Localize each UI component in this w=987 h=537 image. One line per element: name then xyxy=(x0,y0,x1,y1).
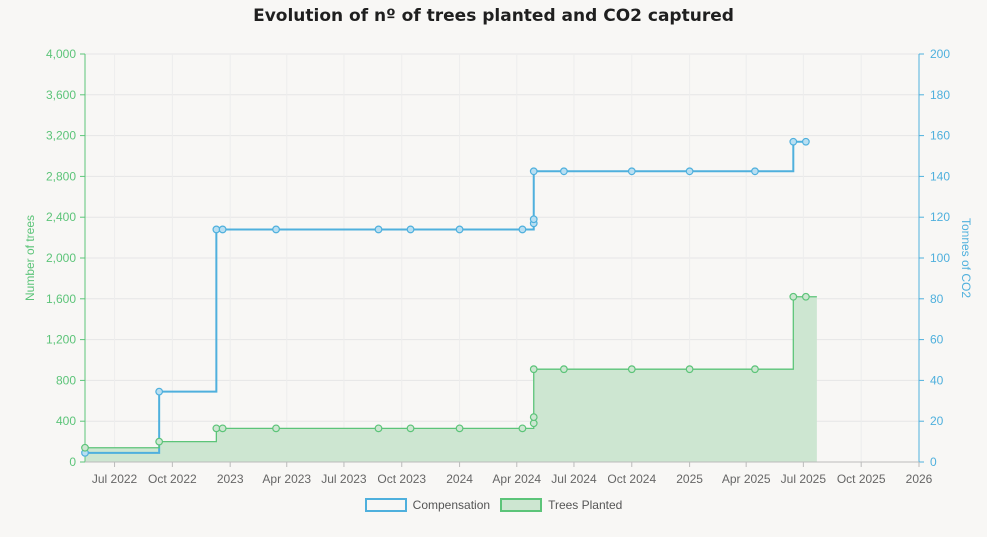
y-right-tick-label: 60 xyxy=(930,333,944,347)
compensation-line xyxy=(85,140,806,454)
compensation-point xyxy=(529,167,538,176)
y-left-tick-label: 3,200 xyxy=(46,129,76,143)
trees-planted-point xyxy=(801,292,810,301)
trees-planted-point xyxy=(529,413,538,422)
y-right-tick-label: 0 xyxy=(930,455,937,469)
trees-area xyxy=(85,296,817,462)
legend-item-compensation[interactable]: Compensation xyxy=(364,498,491,512)
compensation-point xyxy=(801,137,810,146)
y-left-tick-label: 1,200 xyxy=(46,333,76,347)
trees-planted-point xyxy=(212,424,221,433)
trees-planted-point xyxy=(155,437,164,446)
x-tick-label: Jul 2023 xyxy=(321,472,367,486)
trees-planted-point xyxy=(560,365,568,374)
y-left-tick-label: 2,800 xyxy=(46,169,76,183)
x-tick-label: 2026 xyxy=(906,472,933,486)
compensation-point xyxy=(751,167,759,176)
axes xyxy=(80,53,924,467)
chart-title: Evolution of nº of trees planted and CO2… xyxy=(253,6,734,26)
y-right-tick-label: 100 xyxy=(930,251,950,265)
y-right-tick-label: 40 xyxy=(930,373,944,387)
trees-planted-point xyxy=(627,365,636,374)
x-tick-label: Jul 2024 xyxy=(551,472,597,486)
compensation-point xyxy=(218,225,227,234)
legend-item-trees-planted[interactable]: Trees Planted xyxy=(500,498,622,512)
legend-label-trees-planted: Trees Planted xyxy=(548,498,623,512)
y-left-tick-label: 4,000 xyxy=(46,47,76,61)
trees-planted-point xyxy=(272,424,280,433)
compensation-point xyxy=(529,215,538,224)
compensation-point xyxy=(406,225,415,234)
trees-planted-point xyxy=(529,365,538,374)
y-right-tick-label: 200 xyxy=(930,47,950,61)
compensation-point xyxy=(155,387,164,396)
x-tick-label: 2025 xyxy=(676,472,703,486)
y-left-tick-label: 1,600 xyxy=(46,292,76,306)
y-left-axis-title: Number of trees xyxy=(23,215,37,301)
x-tick-label: Oct 2025 xyxy=(837,472,886,486)
trees-planted-point xyxy=(374,424,383,433)
x-tick-label: Apr 2024 xyxy=(492,472,541,486)
compensation-point xyxy=(789,137,798,146)
trees-planted-point xyxy=(751,365,759,374)
compensation-point xyxy=(627,167,636,176)
x-tick-label: Jul 2022 xyxy=(92,472,138,486)
trees-planted-point xyxy=(455,424,464,433)
y-right-axis-title: Tonnes of CO2 xyxy=(959,218,973,298)
y-right-tick-label: 180 xyxy=(930,88,950,102)
y-right-tick-label: 120 xyxy=(930,210,950,224)
x-tick-label: Apr 2023 xyxy=(262,472,311,486)
compensation-point xyxy=(374,225,383,234)
y-right-tick-label: 160 xyxy=(930,129,950,143)
compensation-point xyxy=(560,167,568,176)
compensation-point xyxy=(455,225,464,234)
y-left-tick-label: 800 xyxy=(56,373,76,387)
x-tick-label: Oct 2022 xyxy=(148,472,197,486)
x-tick-label: 2023 xyxy=(217,472,244,486)
compensation-point xyxy=(518,225,527,234)
compensation-point xyxy=(272,225,280,234)
legend-swatch-trees-planted xyxy=(500,498,543,512)
trees-planted-area xyxy=(85,296,817,462)
y-right-tick-label: 140 xyxy=(930,169,950,183)
trees-planted-point xyxy=(789,292,798,301)
y-left-tick-label: 2,000 xyxy=(46,251,76,265)
compensation-point xyxy=(212,225,221,234)
x-tick-label: Oct 2023 xyxy=(377,472,426,486)
y-right-tick-label: 80 xyxy=(930,292,944,306)
trees-planted-point xyxy=(406,424,415,433)
trees-planted-point xyxy=(218,424,227,433)
x-tick-label: Jul 2025 xyxy=(781,472,827,486)
axis-labels: 04008001,2001,6002,0002,4002,8003,2003,6… xyxy=(23,47,973,486)
compensation-point xyxy=(685,167,694,176)
trees-planted-line xyxy=(85,296,817,449)
trees-planted-point xyxy=(518,424,527,433)
data-points xyxy=(81,137,810,457)
trees-planted-point xyxy=(81,443,89,452)
y-right-tick-label: 20 xyxy=(930,414,944,428)
legend-label-compensation: Compensation xyxy=(412,498,491,512)
series-lines xyxy=(85,140,817,454)
x-tick-label: Oct 2024 xyxy=(607,472,656,486)
x-tick-label: Apr 2025 xyxy=(722,472,771,486)
trees-planted-point xyxy=(685,365,694,374)
y-left-tick-label: 400 xyxy=(56,414,76,428)
x-tick-label: 2024 xyxy=(446,472,473,486)
y-left-tick-label: 3,600 xyxy=(46,88,76,102)
y-left-tick-label: 2,400 xyxy=(46,210,76,224)
y-left-tick-label: 0 xyxy=(69,455,76,469)
legend-swatch-compensation xyxy=(364,498,407,512)
legend: Compensation Trees Planted xyxy=(0,498,987,512)
